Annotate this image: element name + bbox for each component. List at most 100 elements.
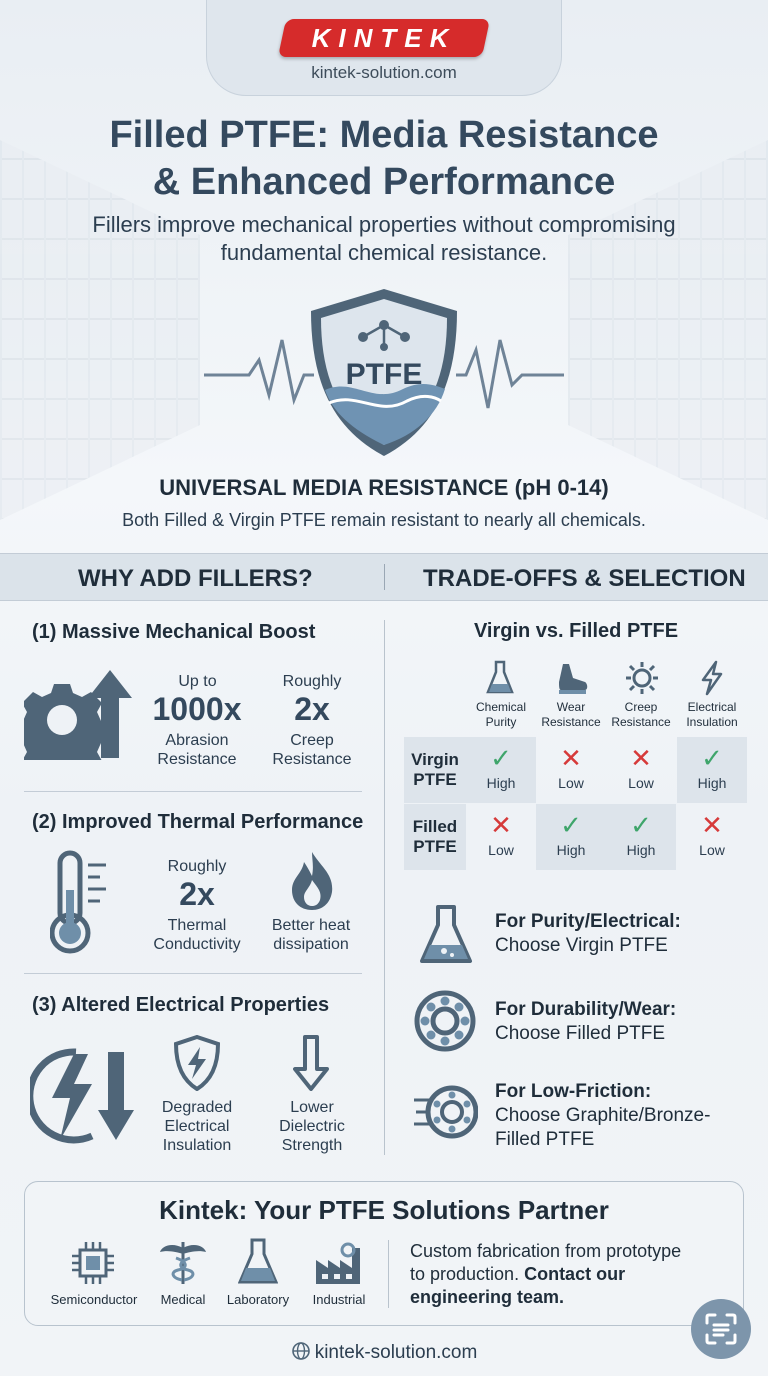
virgin-l2: PTFE: [413, 770, 457, 789]
page-subtitle: Fillers improve mechanical properties wi…: [40, 211, 728, 267]
hdr1-l2: Resistance: [541, 715, 601, 729]
lab-flask-icon: [238, 1238, 278, 1284]
creep-prefix: Roughly: [282, 673, 342, 690]
column-header-bar: WHY ADD FILLERS? TRADE-OFFS & SELECTION: [0, 553, 768, 601]
industry-semiconductor: Semiconductor: [50, 1292, 138, 1307]
partner-divider: [388, 1240, 389, 1308]
rec2-bold: For Low-Friction:: [495, 1081, 652, 1102]
rec1-bold: For Durability/Wear:: [495, 999, 677, 1020]
globe-icon: [291, 1342, 310, 1360]
hdr3-l1: Electrical: [687, 700, 737, 714]
abrasion-value: 1000x: [152, 691, 242, 727]
hdr2-l2: Resistance: [611, 715, 671, 729]
heat-dissipation-label: Better heat dissipation: [260, 916, 362, 954]
gear-arrow-icon: [24, 670, 132, 760]
footer-url[interactable]: kintek-solution.com: [0, 1341, 768, 1364]
bearing-icon: [414, 990, 476, 1052]
header-creep-resistance: Creep Resistance: [606, 700, 676, 730]
thermal-label: Thermal Conductivity: [140, 916, 254, 954]
flask-icon: [486, 660, 514, 694]
rec2-text-l1: Choose Graphite/Bronze-: [495, 1105, 711, 1126]
industry-laboratory: Laboratory: [226, 1292, 290, 1307]
divider-2: [24, 973, 362, 974]
thermal-performance-label: (2) Improved Thermal Performance: [32, 811, 364, 833]
cell-value: High: [486, 775, 516, 791]
creep-label: Creep Resistance: [262, 731, 362, 769]
electrical-properties-label: (3) Altered Electrical Properties: [32, 994, 330, 1016]
header-chemical-purity: Chemical Purity: [466, 700, 536, 730]
table-cell: ✕ Low: [536, 737, 606, 803]
scan-icon: [705, 1313, 737, 1345]
heat-label-line2: dissipation: [273, 936, 349, 953]
check-icon: ✓: [630, 810, 652, 840]
partner-text-l1: Custom fabrication from prototype: [410, 1241, 682, 1261]
factory-icon: [316, 1242, 360, 1284]
down-arrow-icon: [293, 1035, 329, 1091]
degraded-insulation-label: Degraded Electrical Insulation: [148, 1098, 246, 1155]
page-title: Filled PTFE: Media Resistance & Enhanced…: [20, 112, 748, 206]
creep-value: 2x: [294, 691, 330, 727]
abrasion-prefix: Up to: [178, 673, 217, 690]
divider-1: [24, 791, 362, 792]
cross-icon: ✕: [630, 743, 652, 773]
dielectric-line3: Strength: [281, 1137, 343, 1154]
cell-value: High: [697, 775, 727, 791]
footer-url-text[interactable]: kintek-solution.com: [314, 1342, 478, 1363]
header-electrical-insulation: Electrical Insulation: [677, 700, 747, 730]
degraded-line1: Degraded: [161, 1099, 233, 1116]
thermal-value: 2x: [179, 876, 215, 912]
check-icon: ✓: [560, 810, 582, 840]
media-resistance-subheading: Both Filled & Virgin PTFE remain resista…: [122, 510, 646, 530]
header-divider: [384, 564, 385, 590]
top-url[interactable]: kintek-solution.com: [311, 63, 457, 82]
virgin-l1: Virgin: [411, 750, 459, 769]
media-resistance-heading: UNIVERSAL MEDIA RESISTANCE (pH 0-14): [159, 475, 609, 500]
rec0-bold: For Purity/Electrical:: [495, 911, 681, 932]
cell-value: Low: [628, 775, 654, 791]
right-column-heading: TRADE-OFFS & SELECTION: [423, 565, 746, 592]
table-cell: ✓ High: [606, 804, 676, 870]
table-cell: ✕ Low: [677, 804, 747, 870]
rec2-text-l2: Filled PTFE: [495, 1129, 595, 1150]
partner-text: Custom fabrication from prototype to pro…: [410, 1240, 730, 1309]
abrasion-label-line1: Abrasion: [165, 732, 229, 749]
rec1-text: Choose Filled PTFE: [495, 1023, 666, 1044]
subtitle-line-2: fundamental chemical resistance.: [220, 240, 548, 265]
scan-button[interactable]: [691, 1299, 751, 1359]
gear-sun-icon: [626, 662, 658, 694]
check-icon: ✓: [701, 743, 723, 773]
low-friction-bearing-icon: [414, 1085, 478, 1139]
flask-icon: [420, 905, 472, 963]
cell-value: Low: [699, 842, 725, 858]
partner-box: [24, 1181, 744, 1326]
abrasion-label: Abrasion Resistance: [142, 731, 252, 769]
abrasion-label-line2: Resistance: [157, 751, 237, 768]
row-label-virgin: Virgin PTFE: [404, 737, 466, 803]
shield-label: PTFE: [345, 358, 423, 391]
partner-title: Kintek: Your PTFE Solutions Partner: [159, 1195, 609, 1225]
dielectric-line1: Lower: [290, 1099, 334, 1116]
contact-link[interactable]: Contact our: [524, 1264, 626, 1284]
column-divider: [384, 620, 385, 1155]
logo-text: KINTEK: [311, 23, 457, 53]
contact-link-cont[interactable]: engineering team.: [410, 1287, 565, 1307]
title-line-1: Filled PTFE: Media Resistance: [109, 114, 659, 156]
thermal-prefix: Roughly: [167, 858, 227, 875]
hdr3-l2: Insulation: [686, 715, 738, 729]
table-cell: ✕ Low: [466, 804, 536, 870]
comparison-title: Virgin vs. Filled PTFE: [473, 620, 679, 642]
dielectric-strength-label: Lower Dielectric Strength: [262, 1098, 362, 1155]
bolt-icon: [701, 660, 723, 696]
flame-icon: [292, 852, 333, 910]
heartbeat-line-icon: [204, 339, 564, 409]
hdr2-l1: Creep: [624, 700, 658, 714]
degraded-line2: Electrical: [164, 1118, 230, 1135]
caduceus-icon: [160, 1242, 206, 1284]
cell-value: Low: [558, 775, 584, 791]
header-wear-resistance: Wear Resistance: [536, 700, 606, 730]
filled-l1: Filled: [412, 817, 458, 836]
title-line-2: & Enhanced Performance: [152, 161, 616, 203]
bolt-down-arrow-icon: [30, 1048, 134, 1144]
industry-industrial: Industrial: [312, 1292, 366, 1307]
row-label-filled: Filled PTFE: [404, 804, 466, 870]
